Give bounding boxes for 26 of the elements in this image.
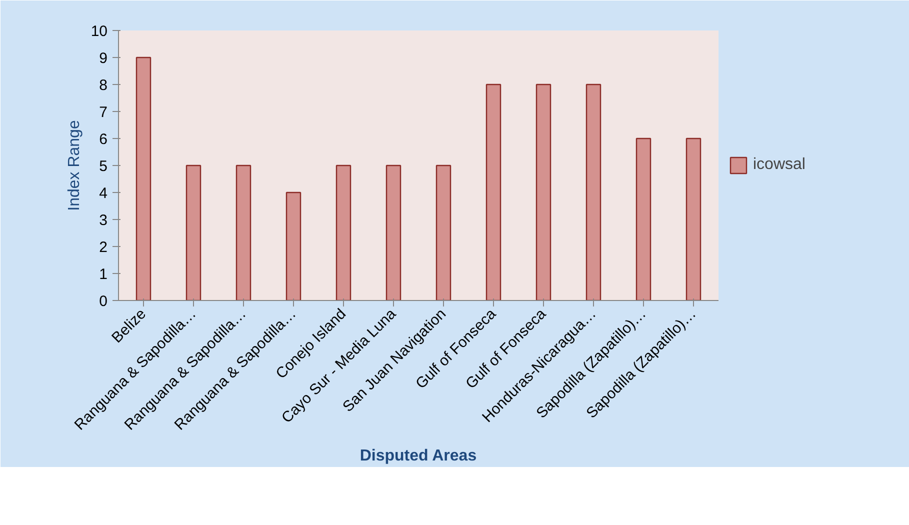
y-tick-label: 7 bbox=[99, 104, 108, 121]
bar bbox=[486, 84, 502, 300]
y-tick-label: 6 bbox=[99, 131, 108, 148]
bar bbox=[536, 84, 552, 300]
bar bbox=[186, 164, 202, 300]
y-tick-label: 2 bbox=[99, 239, 108, 256]
y-tick-label: 5 bbox=[99, 158, 108, 175]
y-tick-label: 3 bbox=[99, 212, 108, 229]
bar bbox=[386, 164, 402, 300]
bar bbox=[336, 164, 352, 300]
y-tick-label: 4 bbox=[99, 185, 108, 202]
y-tick-label: 8 bbox=[99, 77, 108, 94]
x-axis-title: Disputed Areas bbox=[360, 448, 477, 465]
bar bbox=[586, 84, 602, 300]
bar bbox=[136, 56, 152, 300]
y-tick-label: 1 bbox=[99, 266, 108, 283]
y-tick-label: 9 bbox=[99, 50, 108, 67]
y-tick-label: 10 bbox=[90, 23, 108, 40]
y-tick-label: 0 bbox=[99, 293, 108, 310]
bar bbox=[436, 164, 452, 300]
bar bbox=[686, 138, 702, 300]
bar bbox=[636, 138, 652, 300]
bar bbox=[286, 192, 302, 300]
bar bbox=[236, 164, 252, 300]
legend-label: icowsal bbox=[753, 156, 806, 174]
y-axis-title: Index Range bbox=[66, 120, 83, 211]
